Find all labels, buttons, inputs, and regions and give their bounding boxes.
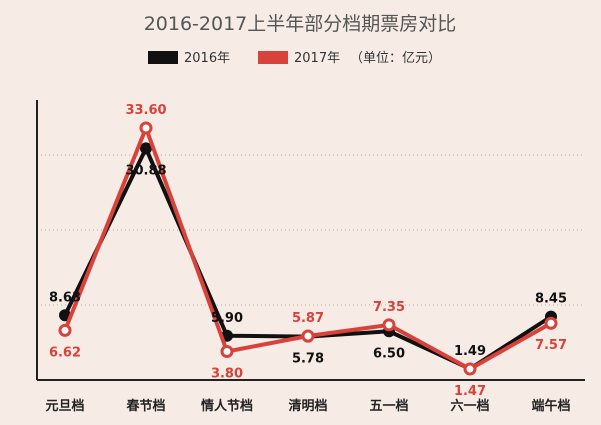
point-2017-情人节档 <box>220 345 234 358</box>
category-label-春节档: 春节档 <box>125 398 165 414</box>
legend-label-2017: 2017年 <box>294 51 340 66</box>
unit-note: （单位：亿元） <box>350 51 441 66</box>
data-label-2017-清明档: 5.87 <box>292 311 324 326</box>
series <box>58 121 558 376</box>
legend-swatch-2016 <box>148 51 178 64</box>
data-label-2017-六一档: 1.47 <box>454 384 486 399</box>
point-2017-元旦档 <box>58 323 72 337</box>
data-label-2017-端午档: 7.57 <box>535 338 567 353</box>
legend-swatch-2017 <box>258 51 288 64</box>
grid-lines <box>37 154 585 306</box>
chart-title: 2016-2017上半年部分档期票房对比 <box>144 13 457 35</box>
category-label-元旦档: 元旦档 <box>45 398 84 414</box>
point-2017-春节档 <box>139 121 153 135</box>
data-label-2016-情人节档: 5.90 <box>211 311 243 326</box>
point-2017-五一档 <box>382 318 396 332</box>
legend-label-2016: 2016年 <box>184 51 230 66</box>
category-label-五一档: 五一档 <box>369 398 408 414</box>
data-label-2016-元旦档: 8.63 <box>49 290 81 305</box>
point-2017-端午档 <box>544 316 558 330</box>
data-label-2017-春节档: 33.60 <box>125 103 166 118</box>
category-label-六一档: 六一档 <box>450 398 489 414</box>
data-label-2016-清明档: 5.78 <box>292 352 324 367</box>
category-label-情人节档: 情人节档 <box>201 398 253 414</box>
point-2016-春节档 <box>140 142 152 155</box>
data-label-2017-元旦档: 6.62 <box>49 345 81 360</box>
category-labels: 元旦档 春节档 情人节档 清明档 五一档 六一档 端午档 <box>45 398 570 414</box>
category-label-端午档: 端午档 <box>531 398 570 414</box>
point-2017-六一档 <box>463 362 477 376</box>
data-label-2017-情人节档: 3.80 <box>211 367 243 382</box>
data-label-2017-五一档: 7.35 <box>373 300 405 315</box>
data-label-2016-端午档: 8.45 <box>535 292 567 307</box>
data-label-2016-五一档: 6.50 <box>373 346 405 361</box>
data-label-2016-六一档: 1.49 <box>454 344 486 359</box>
legend: 2016年 2017年 （单位：亿元） <box>148 51 441 66</box>
point-2017-清明档 <box>301 329 315 343</box>
category-label-清明档: 清明档 <box>288 398 327 414</box>
data-labels: 8.63 30.88 5.90 5.78 6.50 1.49 8.45 6.62 33.60 3.… <box>49 103 567 399</box>
data-label-2016-春节档: 30.88 <box>125 163 166 178</box>
axes <box>36 100 585 381</box>
